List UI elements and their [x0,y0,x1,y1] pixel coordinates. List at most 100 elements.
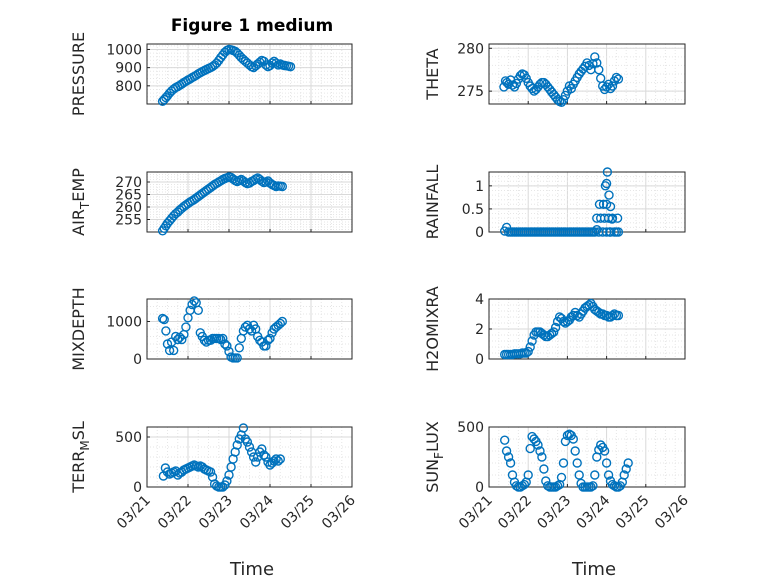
data-point [568,434,578,444]
y-tick-label: 800 [115,79,142,95]
axes-box [146,171,353,233]
data-point [259,450,269,460]
data-point [244,442,255,452]
data-point [537,452,547,462]
data-point [275,454,285,464]
data-point [234,343,245,353]
data-point [558,316,569,327]
data-point [601,178,612,189]
x-tick-label: 03/25 [278,493,318,533]
data-point [602,167,613,177]
data-point [232,353,242,363]
y-tick-label: 265 [115,188,142,204]
y-tick-label: 1000 [106,42,142,58]
data-point [582,58,592,68]
data-point [525,443,535,454]
data-point [232,440,242,450]
data-point [505,458,516,468]
data-point [501,446,512,456]
data-point [603,470,614,480]
y-tick-label: 500 [115,430,142,446]
data-point [265,333,275,344]
data-point [604,190,614,200]
data-point [558,94,569,105]
data-point [611,72,622,83]
x-tick-label: 03/25 [613,493,653,533]
data-point [588,481,598,491]
data-point [193,305,204,315]
data-point [607,214,617,224]
data-point [539,464,549,474]
y-tick-label: 0 [133,352,142,368]
y-tick-label: 0 [133,480,142,496]
data-point [523,346,533,357]
data-point [500,435,510,445]
x-tick-label: 03/24 [237,492,277,532]
y-tick-label: 275 [457,84,484,100]
x-axis-title-left: Time [229,559,274,580]
data-point [525,342,535,352]
data-point [177,334,187,345]
data-point [511,78,522,89]
data-point [607,310,618,321]
data-point [189,296,199,306]
x-tick-label: 03/21 [456,493,496,533]
data-point [269,456,279,466]
axes-box [146,426,353,488]
y-axis-label: PRESSURE [69,32,88,116]
data-point [168,345,179,356]
axes-box [146,298,353,360]
data-point [588,59,598,69]
subplot-h2omixra: 0 2 4 H2OMIXRA [423,286,686,372]
y-axis-label: AIRTEMP [69,168,92,236]
x-tick-label: 03/24 [574,492,614,532]
x-tick-label: 03/21 [114,493,154,533]
data-point [572,458,582,468]
data-point [612,213,623,223]
data-point [218,333,228,344]
data-point [623,458,633,468]
data-point [556,97,567,108]
subplot-sun-flux: 0 500 SUNFLUX 03/21 03/22 03/23 03/24 03/25 03/2… [423,420,692,532]
data-point [173,334,183,345]
data-point [261,60,271,70]
data-point [257,444,267,454]
data-point [592,58,602,68]
figure-title: Figure 1 medium [171,16,333,36]
data-point [222,341,232,351]
data-point [590,52,600,62]
data-point [164,345,175,356]
data-point [605,201,616,212]
data-point [558,458,569,468]
x-axis-title-right: Time [571,559,616,580]
x-tick-label: 03/22 [155,493,195,533]
data-point [609,481,620,491]
x-tick-label: 03/26 [652,492,692,532]
data-point [621,464,631,474]
data-point [592,224,602,235]
data-point [271,454,281,464]
data-point [599,446,610,456]
data-point [566,83,576,94]
data-point [521,73,531,84]
data-point [605,83,616,94]
data-point [263,335,273,345]
data-point [273,456,283,466]
data-point [594,64,604,75]
data-point [601,458,612,468]
data-point [552,481,563,491]
data-point [503,452,514,462]
data-point [205,467,216,477]
data-point [613,227,624,237]
data-point [181,322,191,332]
data-point [261,341,271,351]
y-tick-label: 255 [115,213,142,229]
data-point [275,318,285,329]
data-point [224,346,234,357]
data-point [586,482,596,492]
data-point [248,452,259,462]
subplot-theta: 275 280 THETA [423,41,686,108]
x-tick-label: 03/26 [319,492,359,532]
data-point [157,313,168,324]
